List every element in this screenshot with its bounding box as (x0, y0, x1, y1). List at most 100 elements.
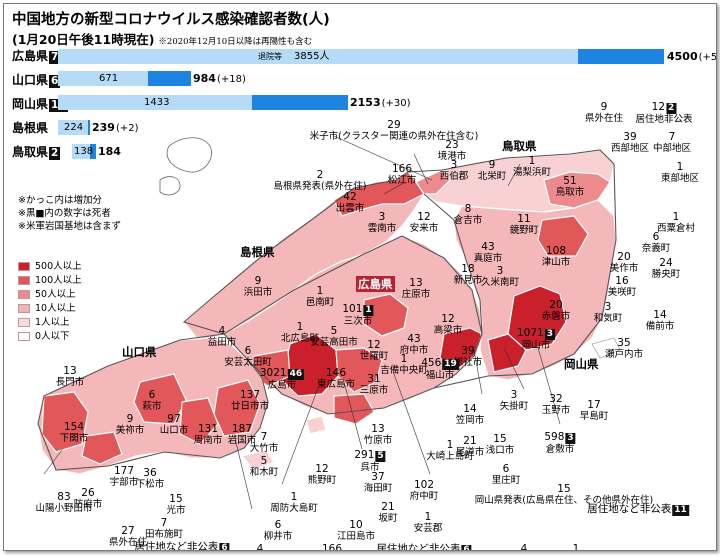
municipality-name: 廿日市市 (230, 401, 270, 412)
municipality-label: 14 備前市 (645, 310, 675, 333)
municipality-label: 36 下松市 (136, 468, 165, 491)
case-count: 166 (391, 163, 413, 175)
municipality-name: 備前市 (645, 321, 675, 332)
municipality-name: 世羅町 (359, 351, 389, 362)
case-count: 1 (572, 543, 580, 551)
case-count: 108 (545, 245, 567, 257)
municipality-label: 23 境港市 (438, 140, 467, 163)
prefecture-name-okayama: 岡山県 (564, 357, 599, 371)
death-count-box: 5 (375, 451, 386, 462)
case-count: 居住地など非公表 (587, 503, 672, 515)
bar-total-shimane: 239(+2) (92, 121, 139, 134)
death-count-box: 1 (363, 305, 374, 316)
recovered-segment (58, 49, 578, 64)
municipality-label: 1 湯梨浜町 (513, 155, 551, 179)
municipality-name: 西部地区 (610, 143, 650, 154)
case-count: 137 (239, 389, 261, 401)
municipality-label: 9 浜田市 (244, 276, 273, 299)
municipality-name: 岡山県発表(広島県在住、その他県外在住) (474, 495, 654, 506)
municipality-name: 美作市 (609, 263, 639, 274)
page-title: 中国地方の新型コロナウイルス感染確認者数(人) (12, 12, 330, 28)
municipality-label: 24 勝央町 (652, 258, 681, 281)
case-count: 13 (409, 277, 423, 289)
municipality-label: 13 庄原市 (402, 277, 431, 301)
case-count: 12 (315, 463, 329, 475)
case-count: 7 (160, 517, 168, 529)
legend-swatch (18, 276, 30, 285)
case-count: 32 (549, 393, 563, 405)
municipality-name: 里庄町 (491, 475, 521, 486)
municipality-label: 1 北広島町 (281, 322, 319, 345)
municipality-name: 山口市 (159, 425, 189, 436)
tottori-city (543, 171, 611, 209)
municipality-label: 1 邑南町 (306, 286, 335, 309)
bar-base-value: 671 (99, 73, 119, 84)
prefecture-name-hiroshima: 広島県 (356, 276, 395, 292)
municipality-label: 12 世羅町 (359, 340, 389, 363)
municipality-label: 15 光市 (166, 494, 185, 517)
municipality-name: 倉吉市 (453, 215, 483, 226)
municipality-label: 2 島根県発表(県外在住) (273, 169, 367, 193)
case-count: 146 (325, 367, 347, 379)
suo-oshima (241, 449, 275, 471)
case-count: 43 (481, 241, 495, 253)
case-count: 3021 (259, 367, 287, 379)
municipality-label: 108 津山市 (542, 245, 571, 269)
municipality-name: 島根県発表(県外在住) (273, 181, 367, 192)
municipality-name: 山陽小野田市 (35, 503, 93, 514)
municipality-name: 高梁市 (433, 325, 463, 336)
municipality-label: 3 和気町 (594, 302, 623, 325)
shunan (179, 397, 219, 445)
municipality-name: 北栄町 (477, 171, 507, 182)
bar-okayama (58, 95, 348, 110)
case-count: 37 (371, 471, 385, 483)
municipality-label: 43 府中市 (400, 334, 429, 357)
municipality-name: 呉市 (360, 462, 380, 473)
municipality-label: 166 松江市 (388, 163, 417, 187)
map-infographic: 中国地方の新型コロナウイルス感染確認者数(人) (1月20日午後11時現在) ※2… (3, 3, 717, 551)
municipality-label: 1西部地区 (557, 544, 595, 551)
case-count: 1 (424, 511, 432, 523)
municipality-label: 101 1 三次市 (342, 304, 374, 327)
municipality-label: 12 安来市 (409, 212, 439, 235)
prefecture-border (423, 193, 483, 335)
region-map (37, 135, 621, 510)
municipality-label: 9 県外在住 (585, 102, 623, 125)
case-count: 1071 (517, 327, 544, 339)
municipality-label: 13 長門市 (56, 366, 85, 389)
municipality-label: 7 大竹市 (250, 432, 279, 455)
municipality-label: 居住地など非公表 6 (134, 542, 230, 550)
municipality-label: 8 倉吉市 (453, 204, 483, 227)
legend-swatch (18, 332, 30, 341)
municipality-name: 居住地非公表 (635, 114, 693, 125)
municipality-label: 15 浅口市 (486, 434, 515, 457)
municipality-label: 9 美祢市 (116, 414, 145, 437)
municipality-name: 安来市 (409, 223, 439, 234)
case-count: 9 (488, 159, 496, 171)
case-count: 6 (244, 345, 252, 357)
municipality-name: 大崎上島町 (426, 451, 474, 462)
legend-item: 1人以上 (18, 314, 70, 328)
municipality-label: 20 赤磐市 (542, 300, 571, 323)
municipality-name: 米子市(クラスター関連の県外在住含む) (309, 131, 479, 142)
municipality-name: 岩国市 (227, 435, 257, 446)
municipality-name: 三原市 (359, 385, 389, 396)
municipality-name: 笠岡市 (455, 415, 485, 426)
case-count: 15 (557, 483, 571, 495)
case-count: 5 (260, 455, 268, 467)
subtitle-note: ※2020年12月10日以降は再陽性も含む (158, 37, 313, 47)
municipality-label: 3 雲南市 (368, 211, 397, 235)
case-count: 154 (63, 421, 85, 433)
case-count: 3 (378, 211, 386, 223)
case-count: 2 (316, 169, 324, 181)
municipality-label: 43 真庭市 (474, 241, 503, 265)
municipality-label: 31 三原市 (359, 374, 389, 397)
case-count: 4 (256, 543, 264, 551)
bar-total-hiroshima: 4500(+57) (667, 50, 717, 63)
case-count: 1 (528, 155, 536, 167)
municipality-label: 10 江田島市 (337, 520, 375, 543)
municipality-label: 291 5 呉市 (354, 450, 386, 473)
bar-shimane (58, 120, 90, 135)
hiroshima-city (281, 333, 339, 397)
miyoshi (363, 293, 409, 337)
